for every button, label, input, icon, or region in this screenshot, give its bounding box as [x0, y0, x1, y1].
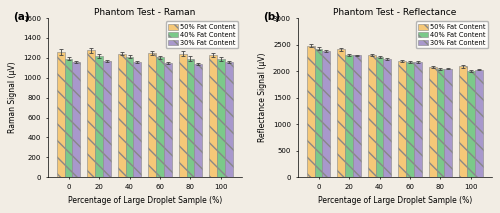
- Title: Phantom Test - Raman: Phantom Test - Raman: [94, 8, 196, 17]
- Bar: [376, 57, 384, 177]
- Bar: [384, 59, 392, 177]
- Title: Phantom Test - Reflectance: Phantom Test - Reflectance: [333, 8, 456, 17]
- Bar: [414, 62, 422, 177]
- Bar: [178, 54, 186, 177]
- Bar: [126, 57, 134, 177]
- Bar: [406, 62, 414, 177]
- Bar: [186, 59, 194, 177]
- Bar: [64, 59, 72, 177]
- Bar: [459, 66, 467, 177]
- Bar: [353, 56, 361, 177]
- Bar: [134, 62, 141, 177]
- X-axis label: Percentage of Large Droplet Sample (%): Percentage of Large Droplet Sample (%): [318, 196, 472, 205]
- Bar: [467, 71, 475, 177]
- Bar: [306, 46, 314, 177]
- Legend: 50% Fat Content, 40% Fat Content, 30% Fat Content: 50% Fat Content, 40% Fat Content, 30% Fa…: [416, 22, 488, 48]
- Bar: [194, 64, 202, 177]
- Bar: [148, 53, 156, 177]
- Text: (a): (a): [13, 12, 30, 22]
- Bar: [118, 54, 126, 177]
- Y-axis label: Reflectance Signal (μV): Reflectance Signal (μV): [258, 53, 268, 142]
- Bar: [475, 70, 483, 177]
- Bar: [209, 55, 217, 177]
- Bar: [345, 55, 353, 177]
- Y-axis label: Raman Signal (μV): Raman Signal (μV): [8, 62, 18, 134]
- Bar: [436, 69, 444, 177]
- Bar: [398, 61, 406, 177]
- Bar: [314, 49, 322, 177]
- Bar: [103, 61, 111, 177]
- Bar: [368, 55, 376, 177]
- Bar: [95, 56, 103, 177]
- Bar: [322, 51, 330, 177]
- Bar: [72, 62, 80, 177]
- Bar: [444, 69, 452, 177]
- Text: (b): (b): [263, 12, 280, 22]
- Bar: [428, 67, 436, 177]
- Bar: [56, 52, 64, 177]
- Bar: [156, 57, 164, 177]
- Bar: [164, 63, 172, 177]
- Bar: [337, 49, 345, 177]
- Bar: [217, 59, 225, 177]
- X-axis label: Percentage of Large Droplet Sample (%): Percentage of Large Droplet Sample (%): [68, 196, 222, 205]
- Bar: [87, 50, 95, 177]
- Bar: [225, 62, 233, 177]
- Legend: 50% Fat Content, 40% Fat Content, 30% Fat Content: 50% Fat Content, 40% Fat Content, 30% Fa…: [166, 22, 238, 48]
